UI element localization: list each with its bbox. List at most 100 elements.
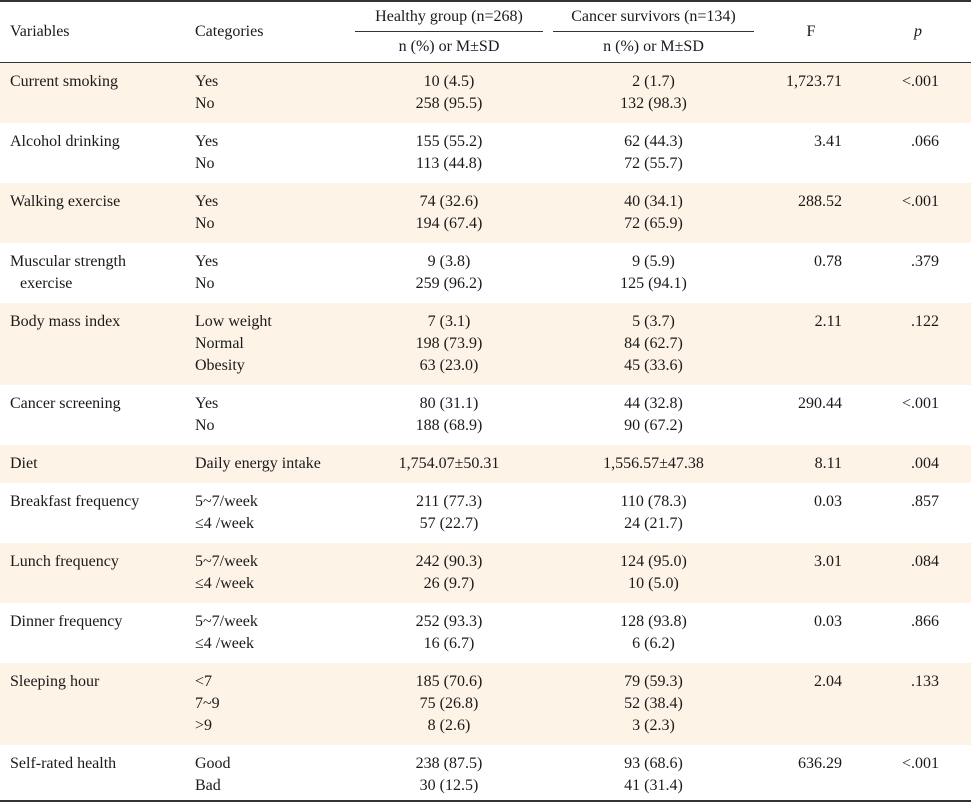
cancer-survivors-cell-line: 72 (65.9) [624,215,683,232]
p-value: <.001 [901,755,939,772]
cancer-survivors-cell: 40 (34.1) 72 (65.9) [553,191,754,235]
f-value: 288.52 [798,193,842,210]
table-row: Current smoking Yes No 10 (4.5) 258 (95.5) 2 … [0,63,971,123]
cancer-survivors-cell: 44 (32.8) 90 (67.2) [553,393,754,437]
healthy-group-cell: 9 (3.8) 259 (96.2) [355,251,543,295]
category-cell: Low weight Normal Obesity [195,311,272,377]
variable-name-line: Alcohol drinking [10,133,120,150]
cancer-survivors-cell-line: 125 (94.1) [620,275,687,292]
healthy-group-cell: 7 (3.1) 198 (73.9) 63 (23.0) [355,311,543,377]
variable-name-line: Muscular strength [10,253,126,270]
cancer-survivors-cell-line: 90 (67.2) [624,417,683,434]
cancer-survivors-cell: 124 (95.0) 10 (5.0) [553,551,754,595]
cancer-survivors-cell-line: 124 (95.0) [620,553,687,570]
cancer-survivors-cell: 79 (59.3) 52 (38.4) 3 (2.3) [553,671,754,737]
healthy-group-cell: 242 (90.3) 26 (9.7) [355,551,543,595]
category-cell: 5~7/week ≤4 /week [195,611,258,655]
cancer-survivors-cell-line: 5 (3.7) [632,313,675,330]
category-cell: Daily energy intake [195,453,321,475]
variable-name-line: Body mass index [10,313,121,330]
healthy-group-cell-line: 80 (31.1) [419,395,479,412]
healthy-group-cell-line: 211 (77.3) [415,493,483,510]
healthy-group-cell: 238 (87.5) 30 (12.5) [355,753,543,797]
f-value: 636.29 [798,755,842,772]
p-value: .866 [911,613,939,630]
variable-name-line: Walking exercise [10,193,121,210]
table-row: Diet Daily energy intake 1,754.07±50.31 1,5… [0,445,971,483]
healthy-group-cell-line: 26 (9.7) [423,575,475,592]
healthy-group-cell-line: 1,754.07±50.31 [398,455,500,472]
table-row: Breakfast frequency 5~7/week ≤4 /week 211 (… [0,483,971,543]
header-p: p [914,23,922,40]
cancer-survivors-cell: 110 (78.3) 24 (21.7) [553,491,754,535]
variable-name: Current smoking [10,71,118,93]
category-cell-line: Yes [195,253,219,270]
healthy-group-cell: 211 (77.3) 57 (22.7) [355,491,543,535]
cancer-group-rule [553,31,754,32]
table-row: Lunch frequency 5~7/week ≤4 /week 242 (90.3… [0,543,971,603]
f-value: 2.11 [814,313,842,330]
header-cancer-survivors: Cancer survivors (n=134) [571,8,736,25]
cancer-survivors-cell-line: 24 (21.7) [624,515,683,532]
cancer-survivors-cell-line: 110 (78.3) [620,493,687,510]
category-cell-line: No [195,275,215,292]
cancer-survivors-cell: 1,556.57±47.38 [553,453,754,475]
cancer-survivors-cell-line: 128 (93.8) [620,613,687,630]
variable-name-line: Dinner frequency [10,613,123,630]
category-cell-line: Daily energy intake [195,455,321,472]
category-cell-line: Bad [195,777,221,794]
p-value: .066 [911,133,939,150]
cancer-survivors-cell-line: 72 (55.7) [624,155,683,172]
healthy-group-cell: 185 (70.6) 75 (26.8) 8 (2.6) [355,671,543,737]
header-f: F [806,23,816,40]
header-rule [0,62,971,63]
variable-name-line: Self-rated health [10,755,117,772]
header-variables: Variables [10,23,70,40]
variable-name-line: Lunch frequency [10,553,119,570]
category-cell-line: No [195,417,215,434]
p-value: .379 [911,253,939,270]
category-cell-line: Yes [195,395,219,412]
healthy-group-cell-line: 198 (73.9) [415,335,483,352]
category-cell-line: No [195,215,215,232]
category-cell-line: No [195,155,215,172]
cancer-survivors-cell: 62 (44.3) 72 (55.7) [553,131,754,175]
variable-name: Self-rated health [10,753,116,775]
healthy-group-cell-line: 252 (93.3) [415,613,483,630]
table-row: Walking exercise Yes No 74 (32.6) 194 (67.4)… [0,183,971,243]
cancer-survivors-cell-line: 62 (44.3) [624,133,683,150]
category-cell-line: Good [195,755,231,772]
healthy-group-cell-line: 194 (67.4) [415,215,483,232]
cancer-survivors-cell-line: 52 (38.4) [624,695,683,712]
healthy-group-cell-line: 74 (32.6) [419,193,479,210]
category-cell-line: No [195,95,215,112]
cancer-survivors-cell-line: 1,556.57±47.38 [603,455,704,472]
cancer-survivors-cell-line: 40 (34.1) [624,193,683,210]
category-cell: Yes No [195,251,218,295]
cancer-survivors-cell-line: 132 (98.3) [620,95,687,112]
healthy-group-cell-line: 30 (12.5) [419,777,479,794]
category-cell-line: ≤4 /week [195,635,254,652]
header-healthy-group: Healthy group (n=268) [375,8,523,25]
category-cell: <7 7~9 >9 [195,671,220,737]
f-value: 3.01 [814,553,842,570]
p-value: .133 [911,673,939,690]
variable-name: Alcohol drinking [10,131,120,153]
p-value: .857 [911,493,939,510]
healthy-group-cell-line: 8 (2.6) [427,717,471,734]
category-cell-line: >9 [195,717,213,734]
table-row: Dinner frequency 5~7/week ≤4 /week 252 (93.… [0,603,971,663]
p-value: .004 [911,455,939,472]
variable-name: Muscular strength exercise [10,251,126,295]
category-cell: Yes No [195,71,218,115]
healthy-group-cell: 1,754.07±50.31 [355,453,543,475]
variable-name: Breakfast frequency [10,491,139,513]
healthy-group-cell-line: 75 (26.8) [419,695,479,712]
cancer-survivors-cell-line: 6 (6.2) [632,635,675,652]
p-value: <.001 [901,193,939,210]
variable-name: Body mass index [10,311,120,333]
cancer-survivors-cell: 5 (3.7) 84 (62.7) 45 (33.6) [553,311,754,377]
f-value: 1,723.71 [786,73,842,90]
variable-name: Diet [10,453,38,475]
